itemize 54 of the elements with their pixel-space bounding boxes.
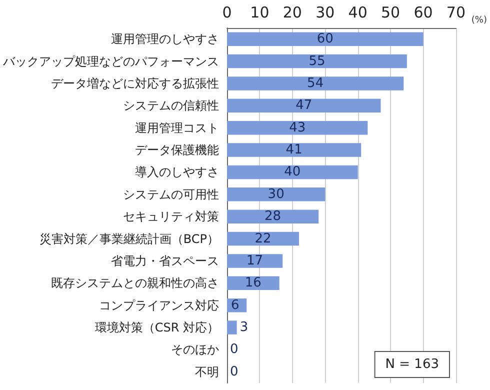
y-tick-label: 省電力・省スペース [111, 254, 219, 268]
x-tick-label: 30 [316, 4, 335, 22]
y-tick-label: データ保護機能 [135, 143, 219, 158]
bar [227, 210, 319, 224]
bar [227, 76, 404, 90]
y-tick-label: データ増などに対応する拡張性 [51, 76, 219, 90]
data-label: 40 [284, 164, 301, 180]
bar [227, 165, 358, 180]
x-tick-label: 60 [414, 4, 433, 22]
x-tick-label: 40 [348, 4, 368, 22]
y-tick-label: 災害対策／事業継続計画（BCP） [39, 232, 219, 246]
data-label: 16 [244, 276, 262, 291]
data-label: 17 [246, 253, 264, 268]
bar [227, 232, 299, 246]
y-tick-label: セキュリティ対策 [123, 210, 219, 224]
data-label: 43 [289, 120, 306, 136]
x-tick-label: 0 [222, 4, 232, 22]
bar [227, 188, 326, 202]
data-label: 3 [240, 320, 248, 336]
x-tick-label: 50 [381, 4, 400, 22]
data-label: 60 [316, 32, 334, 47]
data-label: 55 [308, 54, 326, 69]
bar [227, 143, 362, 157]
y-tick-label: システムの信頼性 [123, 98, 219, 113]
data-label: 47 [296, 98, 312, 114]
x-axis-title: (%) [471, 16, 488, 26]
bar [227, 54, 407, 68]
x-tick-label: 20 [282, 4, 302, 22]
y-tick-label: バックアップ処理などのパフォーマンス [2, 54, 219, 68]
y-tick-label: 運用管理コスト [135, 120, 219, 135]
annotation: N = 163 [385, 357, 440, 372]
data-label: 0 [230, 364, 238, 380]
y-tick-label: システムの可用性 [123, 187, 219, 202]
y-tick-label: 環境対策（CSR 対応） [94, 320, 219, 335]
data-label: 22 [254, 231, 272, 246]
bar [227, 254, 283, 268]
bar [227, 98, 381, 113]
y-tick-label: 運用管理のしやすさ [111, 32, 219, 46]
data-label: 30 [268, 186, 284, 202]
data-label: 41 [286, 142, 302, 158]
data-label: 0 [230, 342, 238, 358]
y-tick-label: コンプライアンス対応 [99, 298, 219, 312]
y-tick-label: そのほか [171, 342, 219, 357]
data-label: 54 [307, 76, 324, 91]
x-tick-label: 10 [250, 4, 270, 22]
bar [227, 320, 237, 334]
bar [227, 32, 424, 46]
y-tick-label: 既存システムとの親和性の高さ [51, 276, 219, 290]
y-tick-label: 導入のしやすさ [135, 165, 219, 180]
y-tick-label: 不明 [195, 364, 219, 379]
x-tick-label: 70 [446, 4, 466, 22]
data-label: 6 [231, 298, 240, 313]
bar [227, 120, 368, 135]
data-label: 28 [264, 209, 282, 224]
